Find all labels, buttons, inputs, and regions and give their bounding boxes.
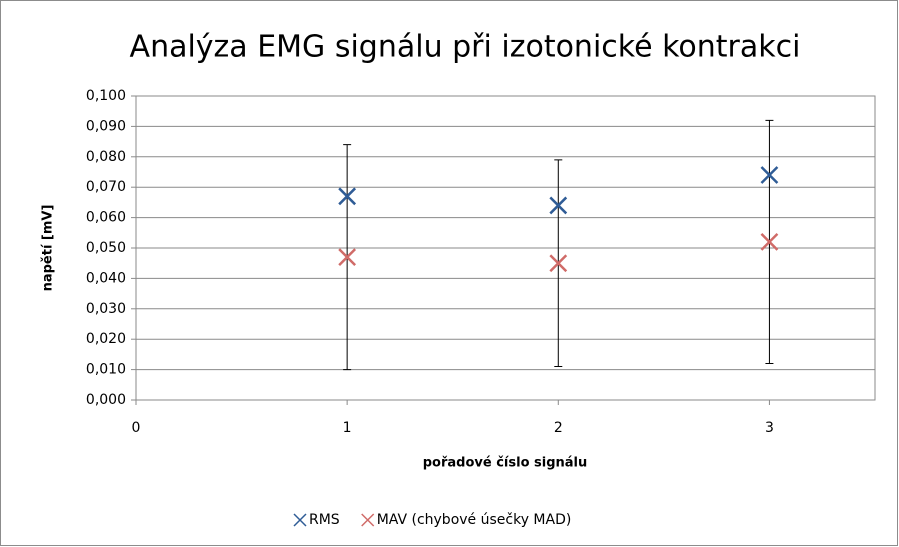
chart-title: Analýza EMG signálu při izotonické kontr… [130, 30, 801, 65]
x-tick-label: 1 [343, 420, 352, 436]
point [338, 248, 357, 267]
point [338, 187, 357, 206]
point [760, 166, 779, 184]
x-tick-label: 0 [132, 420, 141, 436]
legend-label: RMS [309, 512, 340, 528]
legend-marker [361, 513, 375, 527]
y-tick-label: 0,020 [86, 331, 126, 347]
point [549, 254, 568, 273]
y-tick-label: 0,100 [86, 88, 126, 104]
x-tick-label: 2 [554, 420, 563, 436]
y-axis-label: napětí [mV] [41, 205, 56, 292]
legend-label: MAV (chybové úsečky MAD) [377, 512, 572, 528]
y-tick-label: 0,030 [86, 301, 126, 317]
x-tick-label: 3 [765, 420, 774, 436]
point [760, 233, 779, 251]
point [549, 196, 568, 215]
y-tick-label: 0,010 [86, 362, 126, 378]
y-tick-label: 0,040 [86, 270, 126, 286]
y-tick-label: 0,050 [86, 240, 126, 256]
y-tick-label: 0,000 [86, 392, 126, 408]
y-tick-label: 0,060 [86, 210, 126, 226]
y-tick-label: 0,090 [86, 118, 126, 134]
legend-marker [293, 513, 307, 527]
x-axis-label: pořadové číslo signálu [423, 456, 588, 471]
y-tick-label: 0,070 [86, 179, 126, 195]
y-tick-label: 0,080 [86, 149, 126, 165]
